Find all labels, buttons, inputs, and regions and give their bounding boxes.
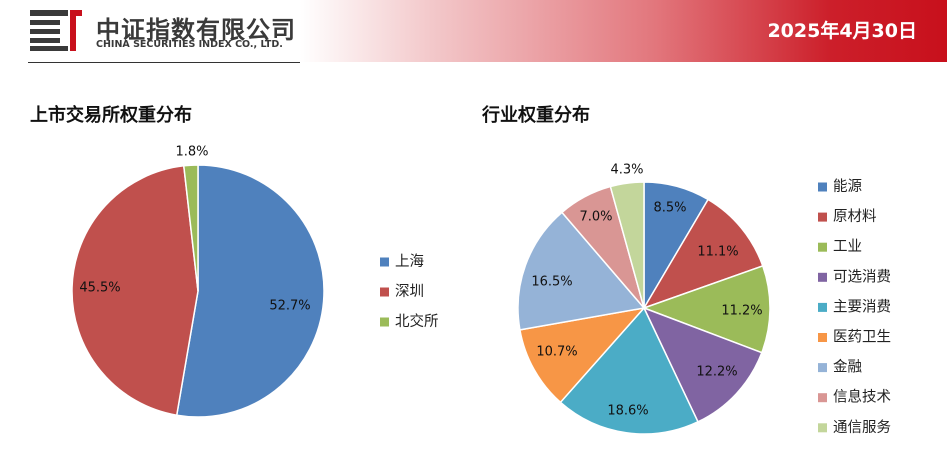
exchange-slice-2 [182, 164, 199, 292]
exchange-slice-label-0: 52.7% [269, 299, 310, 314]
industry-slice-label-6: 16.5% [531, 275, 572, 290]
industry-legend-label-0: 能源 [833, 178, 862, 195]
industry-legend-label-7: 信息技术 [833, 389, 891, 406]
exchange-legend-swatch-1 [380, 287, 389, 297]
industry-slice-label-3: 12.2% [696, 365, 737, 380]
industry-slice-3 [642, 306, 763, 423]
exchange-legend-label-2: 北交所 [395, 312, 439, 330]
exchange-legend-label-1: 深圳 [395, 283, 424, 300]
exchange-legend-swatch-2 [380, 317, 389, 327]
industry-slice-4 [559, 306, 699, 435]
industry-slice-label-5: 10.7% [536, 345, 577, 360]
exchange-slice-0 [175, 164, 325, 418]
industry-slice-label-8: 4.3% [610, 163, 643, 178]
exchange-slice-1 [71, 164, 199, 417]
industry-slice-6 [517, 211, 646, 331]
industry-legend-swatch-3 [818, 272, 827, 282]
company-name-en: CHINA SECURITIES INDEX CO., LTD. [96, 39, 283, 50]
report-date: 2025年4月30日 [767, 20, 917, 42]
industry-slice-label-4: 18.6% [607, 404, 648, 419]
industry-legend-label-3: 可选消费 [833, 268, 891, 285]
industry-legend-swatch-5 [818, 333, 827, 342]
industry-slice-label-7: 7.0% [579, 210, 612, 225]
exchange-chart-title: 上市交易所权重分布 [30, 105, 192, 126]
industry-slice-8 [609, 181, 645, 309]
exchange-legend-swatch-0 [380, 257, 389, 267]
header-divider [28, 62, 300, 63]
industry-legend-swatch-7 [818, 393, 827, 403]
industry-legend-swatch-4 [818, 302, 827, 312]
industry-chart-title: 行业权重分布 [482, 105, 590, 126]
industry-slice-label-2: 11.2% [721, 304, 762, 319]
industry-slice-label-1: 11.1% [697, 245, 738, 260]
industry-legend-swatch-8 [818, 423, 827, 433]
header-gradient-band [300, 0, 947, 62]
header: 中证指数有限公司 CHINA SECURITIES INDEX CO., LTD… [0, 0, 947, 66]
industry-legend-swatch-2 [818, 242, 827, 252]
industry-pie [517, 181, 771, 435]
industry-slice-label-0: 8.5% [653, 201, 686, 216]
industry-legend-label-5: 医药卫生 [833, 329, 891, 346]
company-name-cn: 中证指数有限公司 [96, 16, 296, 44]
industry-legend-label-1: 原材料 [833, 208, 877, 225]
industry-legend-swatch-6 [818, 363, 827, 373]
exchange-legend-label-0: 上海 [395, 253, 424, 270]
industry-legend-label-6: 金融 [833, 359, 862, 376]
industry-legend-swatch-1 [818, 212, 827, 222]
industry-legend-swatch-0 [818, 182, 827, 192]
industry-slice-1 [642, 198, 764, 310]
industry-legend-label-4: 主要消费 [833, 298, 891, 315]
csi-logo-icon [30, 10, 82, 51]
exchange-slice-label-1: 45.5% [79, 281, 120, 296]
exchange-slice-label-2: 1.8% [175, 145, 208, 160]
industry-slice-5 [519, 306, 646, 404]
exchange-pie [71, 164, 325, 418]
company-logo: 中证指数有限公司 CHINA SECURITIES INDEX CO., LTD… [28, 6, 298, 56]
industry-legend-label-8: 通信服务 [833, 419, 891, 436]
industry-slice-2 [641, 264, 771, 354]
industry-legend-label-2: 工业 [833, 238, 862, 255]
